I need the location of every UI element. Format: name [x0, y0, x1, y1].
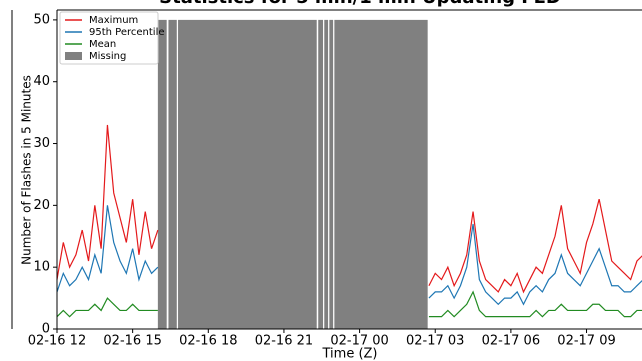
- missing-block: [157, 19, 167, 329]
- y-tick-label: 40: [33, 74, 50, 89]
- x-tick-label: 02-16 15: [103, 334, 161, 349]
- y-tick-label: 50: [33, 12, 50, 27]
- x-tick-label: 02-17 00: [330, 334, 388, 349]
- x-tick-label: 02-17 06: [482, 334, 540, 349]
- legend-label: Missing: [89, 51, 126, 62]
- x-tick-label: 02-16 21: [255, 334, 313, 349]
- legend-label: Mean: [89, 39, 116, 50]
- x-tick-label: 02-17 09: [557, 334, 615, 349]
- legend-box: [59, 11, 159, 65]
- y-tick-label: 20: [33, 198, 50, 213]
- series-line: [56, 290, 642, 318]
- x-tick-label: 02-17 03: [406, 334, 464, 349]
- missing-block: [178, 19, 317, 329]
- missing-block: [334, 19, 428, 329]
- series-line: [56, 205, 642, 306]
- x-tick-label: 02-16 12: [28, 334, 86, 349]
- y-tick-label: 10: [33, 260, 50, 275]
- missing-block: [318, 19, 324, 329]
- chart-title: Statistics for 5 min/1 min Updating FED: [159, 0, 561, 8]
- x-tick-label: 02-16 18: [179, 334, 237, 349]
- y-tick-label: 30: [33, 136, 50, 151]
- x-axis-label: Time (Z): [322, 347, 378, 361]
- missing-block: [324, 19, 329, 329]
- legend-swatch: [65, 52, 82, 60]
- y-tick-label: 0: [42, 322, 50, 337]
- missing-block: [168, 19, 177, 329]
- legend-label: Maximum: [89, 15, 138, 26]
- legend-label: 95th Percentile: [89, 27, 165, 38]
- series-line: [56, 124, 642, 294]
- missing-block: [329, 19, 334, 329]
- y-axis-label: Number of Flashes in 5 Minutes: [20, 75, 34, 265]
